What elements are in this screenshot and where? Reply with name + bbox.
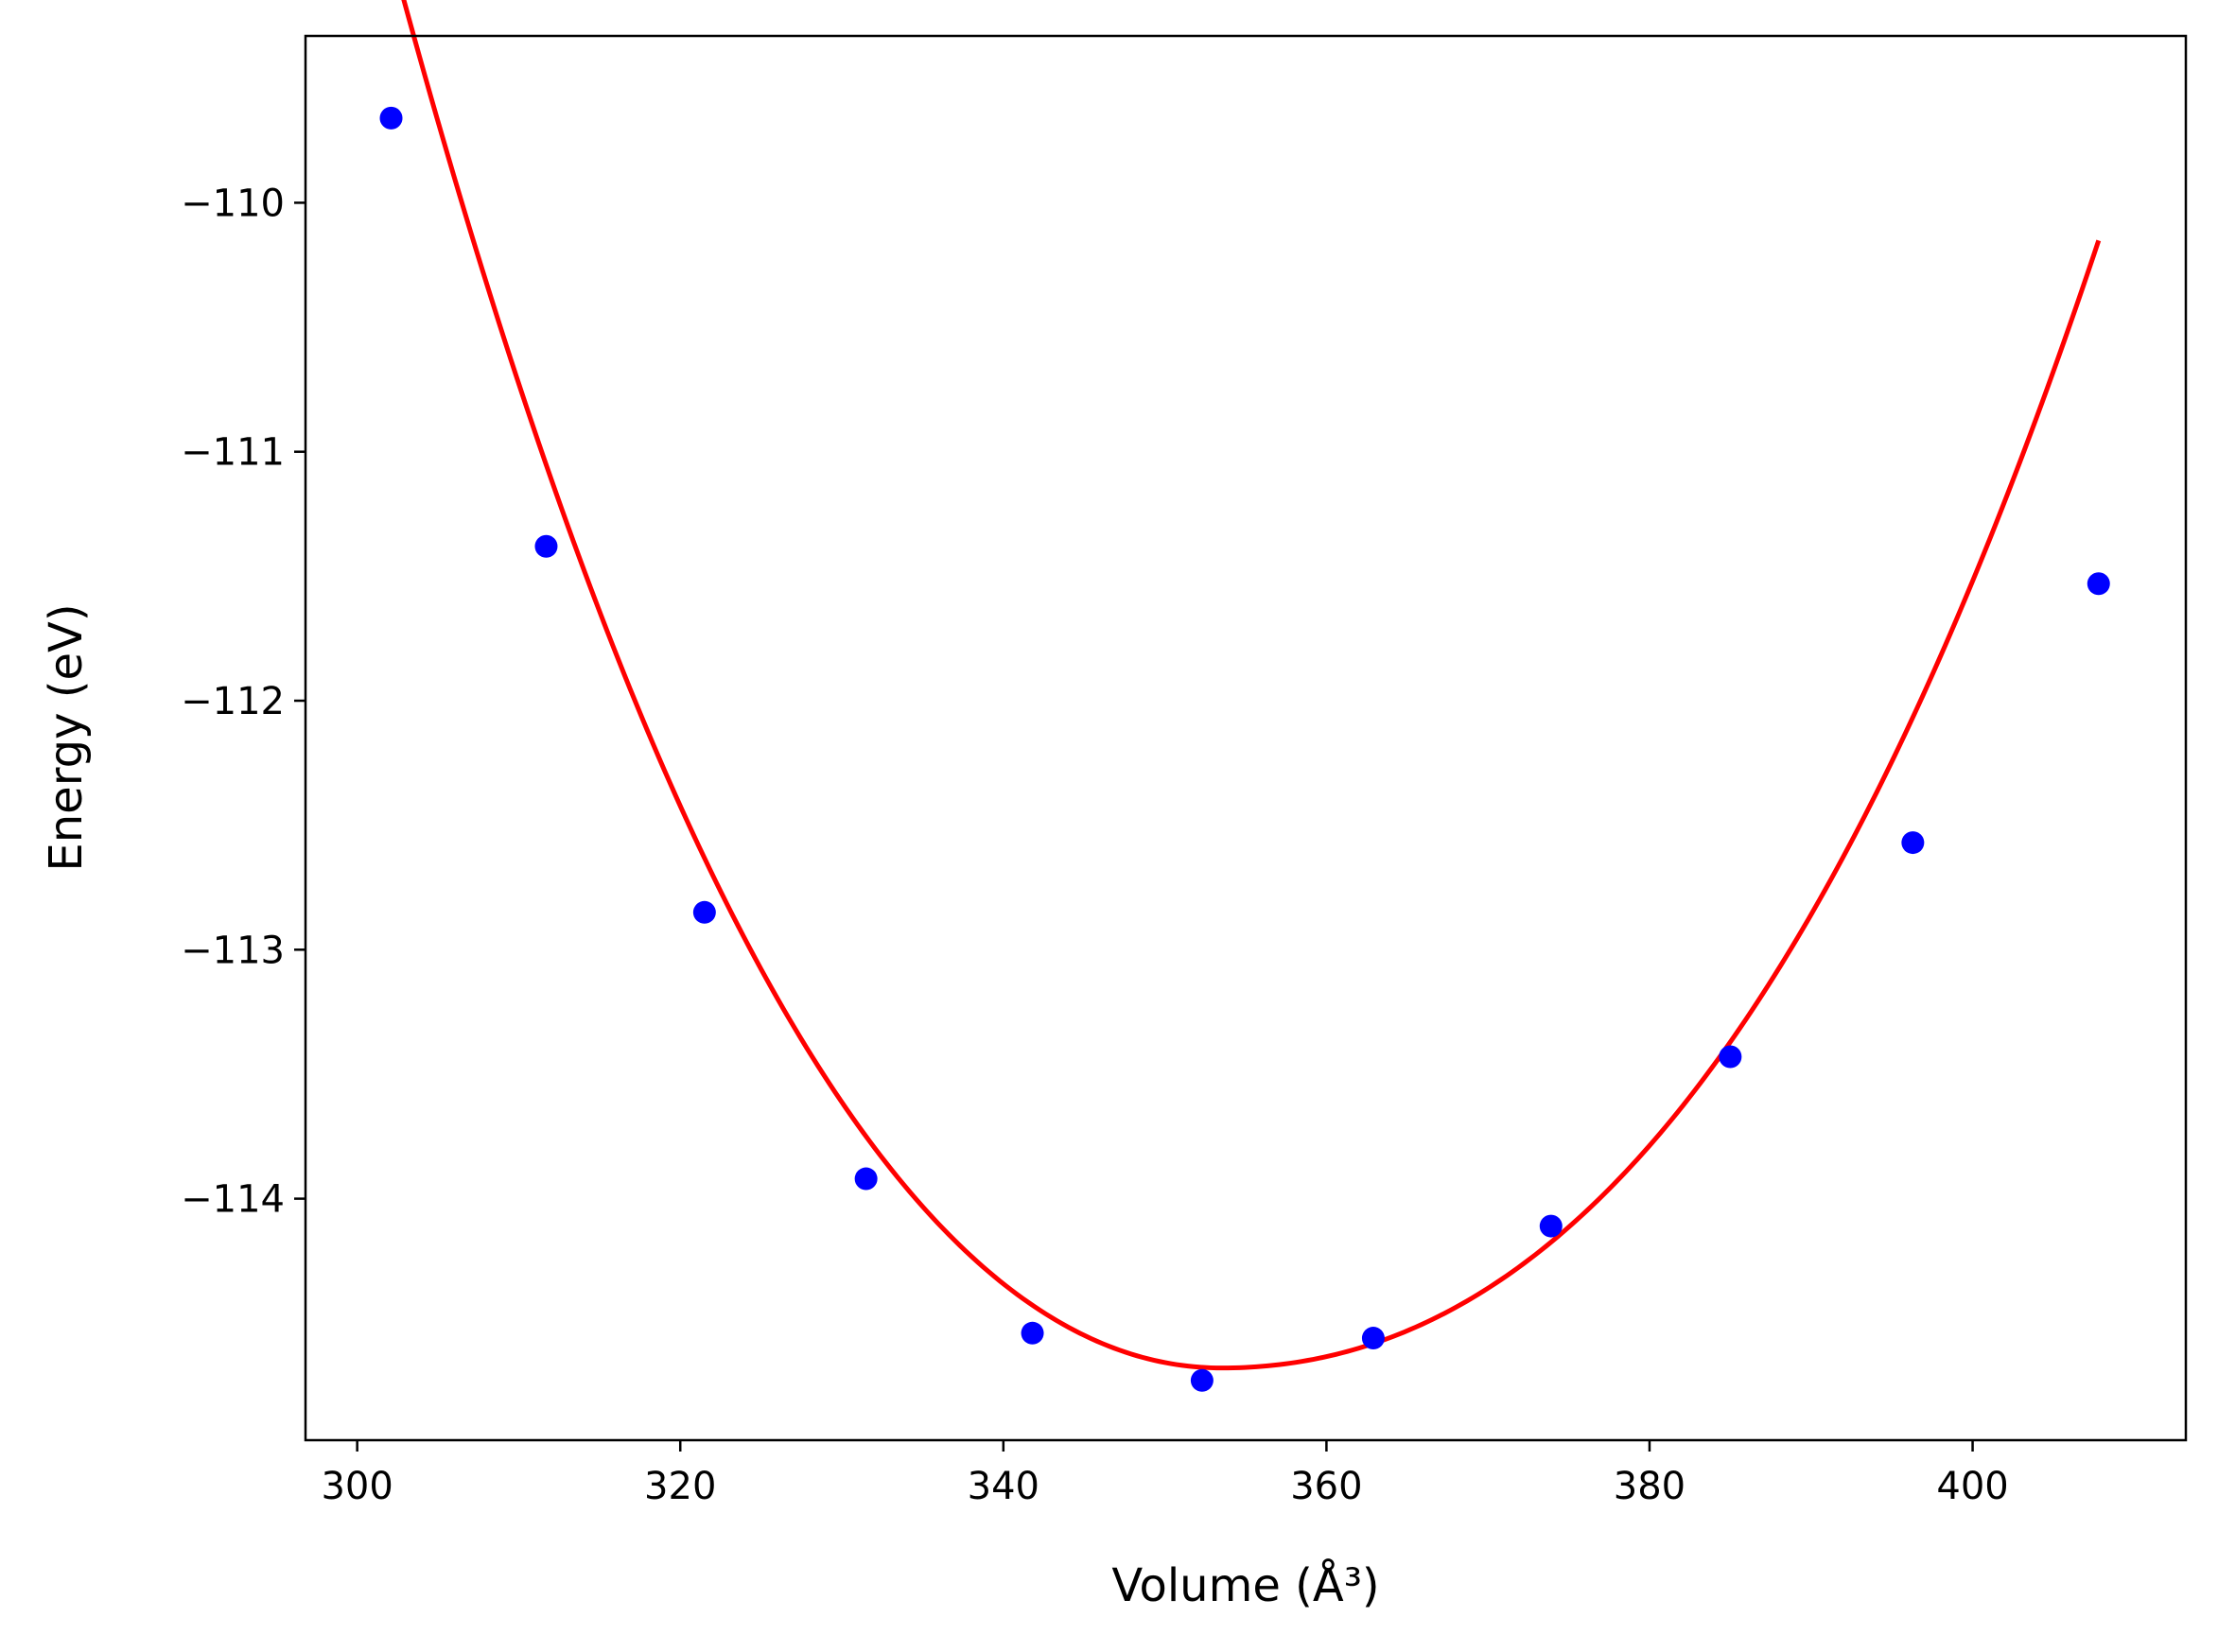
y-axis-label: Energy (eV) <box>40 603 93 871</box>
y-tick-label: −112 <box>181 680 285 723</box>
x-tick-label: 380 <box>1614 1465 1685 1508</box>
data-point <box>1190 1368 1214 1392</box>
x-tick-label: 320 <box>644 1465 716 1508</box>
x-axis-label: Volume (Å³) <box>1111 1558 1379 1612</box>
fit-curve <box>401 0 2102 1371</box>
data-point <box>854 1167 878 1191</box>
data-point <box>692 900 716 924</box>
x-tick-label: 360 <box>1290 1465 1362 1508</box>
x-tick-label: 400 <box>1936 1465 2008 1508</box>
data-point <box>379 106 403 130</box>
data-point <box>1539 1214 1563 1238</box>
y-tick-label: −114 <box>181 1178 285 1222</box>
y-axis: −110 −111 −112 −113 −114 <box>181 182 306 1222</box>
x-axis: 300 320 340 360 380 400 <box>321 1440 2009 1508</box>
data-point <box>2087 572 2110 596</box>
data-point <box>1719 1045 1742 1069</box>
y-tick-label: −111 <box>181 431 285 475</box>
y-tick-label: −110 <box>181 182 285 225</box>
x-tick-label: 300 <box>321 1465 393 1508</box>
axes-frame <box>304 34 2188 1442</box>
data-point <box>534 534 558 558</box>
x-tick-label: 340 <box>968 1465 1039 1508</box>
y-tick-label: −113 <box>181 929 285 972</box>
data-point <box>1021 1321 1044 1345</box>
plot-area <box>379 0 2110 1392</box>
data-point <box>1901 831 1925 855</box>
data-point <box>1361 1327 1385 1350</box>
